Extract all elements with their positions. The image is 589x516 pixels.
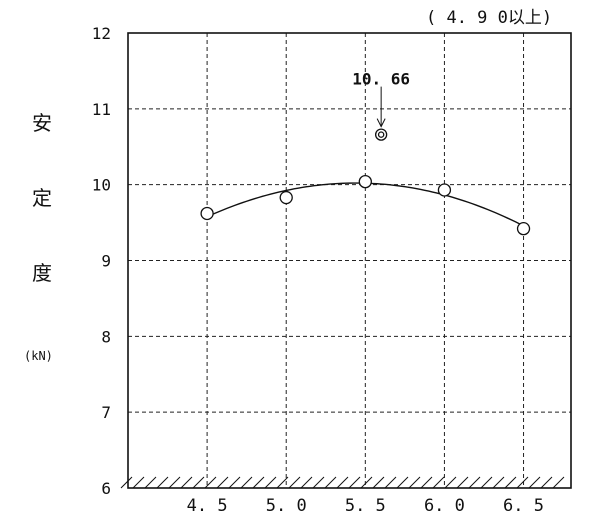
x-tick-label: 5. 0	[266, 496, 307, 516]
y-tick-label: 11	[92, 100, 111, 119]
hatch-line	[228, 476, 241, 489]
x-tick-label: 6. 0	[424, 496, 465, 516]
data-point	[516, 221, 531, 236]
hatch-line	[408, 476, 421, 489]
hatch-line	[300, 476, 313, 489]
x-tick-label: 4. 5	[187, 496, 228, 516]
y-tick-label: 9	[101, 252, 111, 271]
hatch-line	[180, 476, 193, 489]
outlier-label: 10. 66	[352, 70, 410, 89]
hatch-line	[552, 476, 565, 489]
x-tick-labels: 4. 5 5. 0 5. 5 6. 0 6. 5	[187, 496, 544, 516]
hatch-line	[288, 476, 301, 489]
x-tick-label: 6. 5	[503, 496, 544, 516]
hatch-line	[276, 476, 289, 489]
data-point	[200, 206, 214, 221]
x-tick-label: 5. 5	[345, 496, 386, 516]
hatch-line	[504, 476, 517, 489]
y-tick-labels: 6 7 8 9 10 11 12	[92, 24, 111, 498]
outlier-point-inner	[377, 131, 385, 138]
hatch-line	[252, 476, 265, 489]
criterion-label: ( 4. 9 0以上)	[426, 8, 552, 28]
hatch-line	[324, 476, 337, 489]
outlier-point-outer	[374, 128, 388, 141]
y-tick-label: 10	[92, 176, 111, 195]
hatch-line	[336, 476, 349, 489]
hatch-line	[360, 476, 373, 489]
baseline-hatch	[120, 476, 565, 489]
hatch-line	[384, 476, 397, 489]
hatch-line	[312, 476, 325, 489]
ylabel-char-2: 定	[32, 186, 52, 210]
data-points	[200, 174, 531, 236]
hatch-line	[204, 476, 217, 489]
y-tick-label: 12	[92, 24, 111, 43]
outlier-arrowhead	[376, 118, 386, 128]
data-point	[358, 174, 372, 189]
ylabel-unit: (kN)	[24, 349, 53, 363]
hatch-line	[480, 476, 493, 489]
hatch-line	[540, 476, 553, 489]
hatch-line	[444, 476, 457, 489]
y-tick-label: 8	[101, 327, 111, 346]
data-point	[437, 183, 452, 197]
hatch-line	[120, 476, 133, 489]
hatch-line	[528, 476, 541, 489]
hatch-line	[156, 476, 169, 489]
y-tick-label: 6	[101, 479, 111, 498]
hatch-line	[192, 476, 205, 489]
hatch-line	[432, 476, 445, 489]
ylabel-char-3: 度	[32, 261, 52, 285]
data-point	[279, 190, 293, 205]
hatch-line	[468, 476, 481, 489]
grid-layer	[128, 33, 571, 488]
hatch-line	[396, 476, 409, 489]
hatch-line	[420, 476, 433, 489]
hatch-line	[372, 476, 385, 489]
y-tick-label: 7	[101, 403, 111, 422]
hatch-line	[216, 476, 229, 489]
hatch-line	[492, 476, 505, 489]
hatch-line	[264, 476, 277, 489]
hatch-line	[456, 476, 469, 489]
plot-frame	[127, 32, 572, 489]
hatch-line	[516, 476, 529, 489]
outlier-marker: 10. 66	[352, 70, 410, 141]
hatch-line	[168, 476, 181, 489]
ylabel-char-1: 安	[32, 111, 52, 135]
hatch-line	[240, 476, 253, 489]
hatch-line	[132, 476, 145, 489]
hatch-line	[144, 476, 157, 489]
hatch-line	[348, 476, 361, 489]
